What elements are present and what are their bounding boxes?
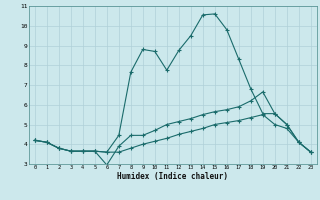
X-axis label: Humidex (Indice chaleur): Humidex (Indice chaleur)	[117, 172, 228, 181]
